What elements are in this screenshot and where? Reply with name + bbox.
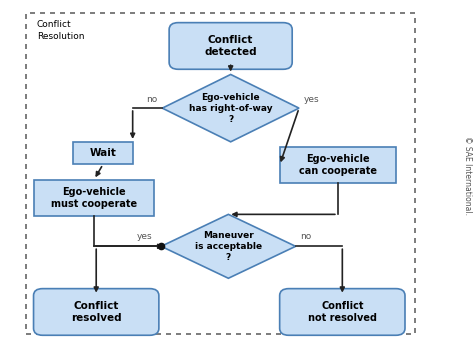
Text: Conflict
resolved: Conflict resolved xyxy=(71,301,121,323)
Text: Ego-vehicle
must cooperate: Ego-vehicle must cooperate xyxy=(51,187,137,209)
Bar xyxy=(280,147,396,183)
FancyBboxPatch shape xyxy=(169,23,292,69)
FancyBboxPatch shape xyxy=(280,289,405,335)
Text: Conflict
not resolved: Conflict not resolved xyxy=(308,301,377,323)
Bar xyxy=(34,180,155,216)
Text: Ego-vehicle
can cooperate: Ego-vehicle can cooperate xyxy=(299,154,377,176)
Text: Maneuver
is acceptable
?: Maneuver is acceptable ? xyxy=(195,231,262,262)
Text: yes: yes xyxy=(137,232,152,241)
Text: Wait: Wait xyxy=(90,148,117,158)
FancyBboxPatch shape xyxy=(26,13,415,335)
Polygon shape xyxy=(162,74,299,142)
Text: Conflict
Resolution: Conflict Resolution xyxy=(37,20,84,41)
Text: Ego-vehicle
has right-of-way
?: Ego-vehicle has right-of-way ? xyxy=(189,93,273,124)
Text: yes: yes xyxy=(303,95,319,104)
Text: no: no xyxy=(146,95,158,104)
Text: no: no xyxy=(300,232,311,241)
Bar xyxy=(73,142,133,164)
Text: © SAE International.: © SAE International. xyxy=(463,136,472,215)
Polygon shape xyxy=(161,214,296,278)
FancyBboxPatch shape xyxy=(34,289,159,335)
Text: Conflict
detected: Conflict detected xyxy=(204,35,257,57)
